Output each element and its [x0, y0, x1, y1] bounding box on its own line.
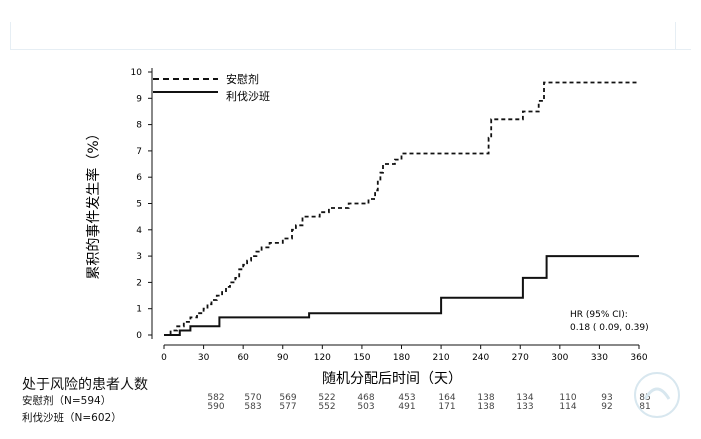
risk-count: 569 [279, 393, 297, 403]
top-divider [10, 49, 691, 50]
top-divider-tick [10, 22, 11, 50]
series-line-1 [164, 255, 639, 336]
x-tick-label: 180 [393, 353, 410, 363]
hr-annotation-line1: HR (95% CI): [570, 310, 628, 320]
x-tick-label: 0 [161, 353, 167, 363]
series-layer [164, 81, 639, 336]
risk-count: 453 [398, 393, 416, 403]
risk-table-title: 处于风险的患者人数 [22, 377, 148, 393]
risk-count: 93 [601, 393, 613, 403]
y-tick-label: 7 [136, 147, 142, 157]
risk-count: 92 [601, 402, 613, 412]
hr-annotation-line2: 0.18 ( 0.09, 0.39) [570, 323, 649, 333]
risk-count: 114 [559, 402, 577, 412]
watermark-logo-icon [634, 372, 680, 418]
legend-label-placebo: 安慰剂 [226, 72, 259, 86]
x-tick-label: 120 [314, 353, 331, 363]
x-tick-label: 30 [198, 353, 210, 363]
risk-count: 171 [438, 402, 456, 412]
risk-row-label-placebo: 安慰剂（N=594） [22, 395, 112, 407]
x-tick-label: 360 [630, 353, 647, 363]
risk-count: 134 [516, 393, 534, 403]
risk-count: 582 [207, 393, 225, 403]
risk-count: 590 [207, 402, 225, 412]
risk-row-label-rivaroxaban: 利伐沙班（N=602） [22, 412, 122, 424]
y-axis-title: 累积的事件发生率（%） [85, 126, 102, 279]
x-axis-title: 随机分配后时间（天） [322, 371, 462, 387]
x-tick-label: 150 [353, 353, 370, 363]
y-tick-label: 9 [136, 94, 142, 104]
x-tick-label: 60 [237, 353, 249, 363]
top-divider-tick [675, 22, 676, 50]
risk-count: 81 [639, 402, 651, 412]
risk-count: 503 [357, 402, 375, 412]
x-tick-label: 90 [277, 353, 289, 363]
risk-count: 552 [318, 402, 336, 412]
risk-count: 164 [438, 393, 456, 403]
y-tick-label: 4 [136, 226, 142, 236]
y-tick-label: 3 [136, 252, 142, 262]
risk-count: 138 [477, 393, 495, 403]
risk-count: 133 [516, 402, 534, 412]
risk-count: 522 [318, 393, 336, 403]
legend: 安慰剂 利伐沙班 [153, 72, 270, 103]
x-tick-label: 240 [472, 353, 489, 363]
y-tick-label: 2 [136, 278, 142, 288]
risk-count: 570 [244, 393, 262, 403]
y-tick-label: 1 [136, 305, 142, 315]
risk-count: 110 [559, 393, 577, 403]
risk-count: 583 [244, 402, 262, 412]
axes: 0 1 2 3 4 5 6 7 8 9 10 0 30 60 90 120 150 180 210 240 270 300… [131, 68, 648, 363]
legend-label-rivaroxaban: 利伐沙班 [226, 90, 270, 103]
x-tick-label: 300 [551, 353, 568, 363]
y-tick-label: 0 [136, 331, 142, 341]
risk-count: 468 [357, 393, 375, 403]
y-tick-label: 6 [136, 173, 142, 183]
y-tick-label: 8 [136, 121, 142, 131]
risk-count: 138 [477, 402, 495, 412]
y-tick-label: 10 [131, 68, 143, 78]
x-tick-label: 330 [591, 353, 608, 363]
risk-count: 577 [279, 402, 297, 412]
x-tick-label: 270 [512, 353, 529, 363]
series-line-0 [164, 81, 639, 336]
risk-count: 491 [398, 402, 416, 412]
x-tick-label: 210 [432, 353, 449, 363]
y-tick-label: 5 [136, 200, 142, 210]
